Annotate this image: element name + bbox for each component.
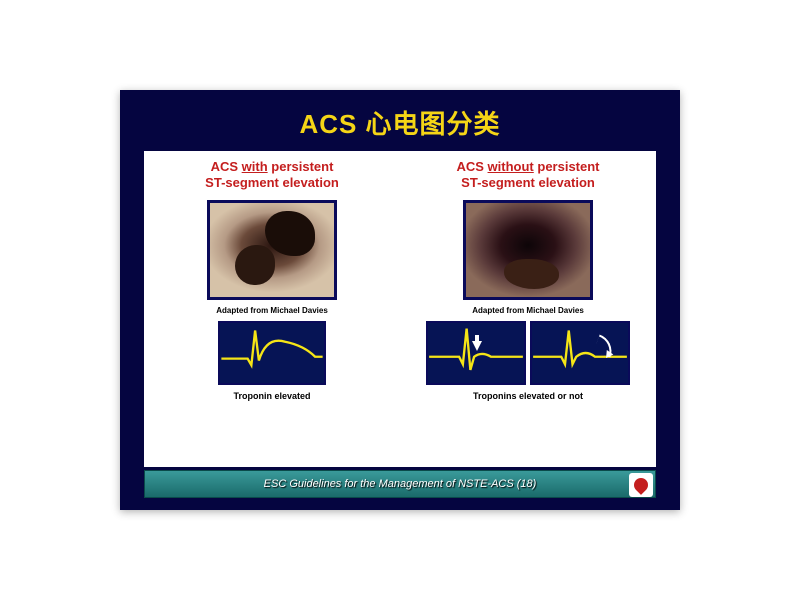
- slide-title: ACS 心电图分类: [120, 90, 680, 151]
- thrombus-shape: [265, 211, 315, 256]
- col1-title: ACS with persistent ST-segment elevation: [205, 159, 339, 192]
- ecg-st-elevation: [218, 321, 326, 385]
- col2-title: ACS without persistent ST-segment elevat…: [456, 159, 599, 192]
- footer-bar: ESC Guidelines for the Management of NST…: [144, 470, 656, 498]
- vessel-image-occluded: [207, 200, 337, 300]
- attribution-1: Adapted from Michael Davies: [216, 306, 328, 315]
- footer-text: ESC Guidelines for the Management of NST…: [264, 478, 537, 490]
- column-right: ACS without persistent ST-segment elevat…: [400, 151, 656, 467]
- slide: ACS 心电图分类 ACS with persistent ST-segment…: [120, 90, 680, 510]
- troponin-label-1: Troponin elevated: [233, 391, 310, 401]
- thrombus-shape: [235, 245, 275, 285]
- ecg-row-1: [218, 321, 326, 385]
- vessel-image-partial: [463, 200, 593, 300]
- thrombus-shape: [504, 259, 559, 289]
- ecg-st-depression: [426, 321, 526, 385]
- ecg-normal: [530, 321, 630, 385]
- troponin-label-2: Troponins elevated or not: [473, 391, 583, 401]
- attribution-2: Adapted from Michael Davies: [472, 306, 584, 315]
- esc-logo-icon: [629, 473, 653, 497]
- column-left: ACS with persistent ST-segment elevation…: [144, 151, 400, 467]
- content-panel: ACS with persistent ST-segment elevation…: [144, 151, 656, 467]
- arrow-down-icon: [472, 341, 482, 351]
- ecg-row-2: [426, 321, 630, 385]
